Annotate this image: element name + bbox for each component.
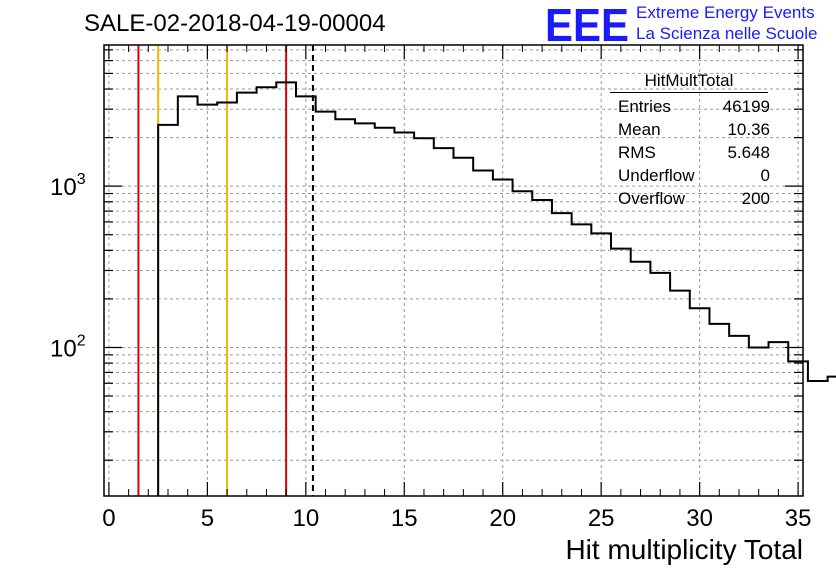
x-tick-label: 0: [102, 505, 115, 532]
eee-logo: EEE: [545, 4, 629, 44]
histogram-bin: [631, 262, 651, 496]
stats-label: Underflow: [618, 166, 695, 185]
histogram-outline: [157, 81, 836, 496]
stats-value: 0: [760, 166, 770, 185]
stats-row-rms: RMS 5.648: [610, 141, 778, 164]
histogram-bin: [729, 336, 749, 496]
stats-label: Entries: [618, 97, 671, 116]
histogram-bin: [552, 213, 572, 496]
x-tick-label: 15: [391, 505, 418, 532]
histogram-bin: [296, 96, 316, 496]
grid-lines: [104, 45, 803, 496]
histogram-bin: [709, 324, 729, 496]
histogram-bin: [355, 123, 375, 496]
histogram-bin: [434, 148, 454, 496]
stats-value: 5.648: [727, 143, 770, 162]
x-tick-label: 20: [489, 505, 516, 532]
histogram-series: [157, 81, 836, 496]
stats-row-mean: Mean 10.36: [610, 118, 778, 141]
x-tick-label: 10: [292, 505, 319, 532]
histogram-bin: [749, 347, 769, 496]
histogram-bin: [335, 119, 355, 496]
logo-line-1: Extreme Energy Events: [636, 3, 815, 22]
logo-line-2: La Scienza nelle Scuole: [636, 24, 818, 43]
stats-label: Overflow: [618, 189, 686, 208]
histogram-bin: [158, 125, 178, 496]
x-tick-label: 35: [785, 505, 812, 532]
histogram-bin: [513, 191, 533, 496]
histogram-bin: [670, 291, 690, 496]
histogram-bin: [493, 179, 513, 496]
histogram-bin: [769, 342, 789, 496]
histogram-bin: [217, 103, 237, 496]
y-tick-label: 103: [50, 171, 86, 201]
histogram-bin: [788, 361, 808, 496]
tick-labels: 0 5 10 15 20 25 30 35 102 103: [50, 171, 811, 532]
histogram-bin: [394, 133, 414, 496]
histogram-bin: [276, 82, 296, 496]
x-tick-label: 25: [588, 505, 615, 532]
histogram-bin: [532, 200, 552, 496]
histogram-bin: [611, 249, 631, 496]
histogram-bin: [375, 128, 395, 496]
x-axis-label: Hit multiplicity Total: [565, 534, 803, 565]
histogram-bin: [808, 381, 828, 496]
stats-value: 200: [741, 189, 770, 208]
stats-value: 10.36: [727, 120, 770, 139]
histogram-bin: [473, 171, 493, 496]
histogram-bin: [414, 138, 434, 496]
x-tick-label: 5: [201, 505, 214, 532]
histogram-bin: [198, 105, 218, 496]
histogram-bin: [237, 93, 257, 496]
histogram-bin: [316, 112, 336, 496]
stats-label: Mean: [618, 120, 661, 139]
histogram-bin: [591, 233, 611, 496]
stats-value: 46199: [722, 97, 770, 116]
y-tick-label: 102: [50, 332, 86, 362]
histogram-bin: [572, 224, 592, 496]
stats-label: RMS: [618, 143, 656, 162]
stats-box: HitMultTotal Entries 46199 Mean 10.36 RM…: [610, 70, 778, 210]
histogram-bin: [178, 96, 198, 496]
x-tick-label: 30: [686, 505, 713, 532]
stats-row-entries: Entries 46199: [610, 95, 778, 118]
stats-row-underflow: Underflow 0: [610, 164, 778, 187]
axis-ticks: [104, 45, 803, 496]
histogram-bin: [650, 273, 670, 496]
logo-letters: EEE: [545, 4, 629, 44]
marker-lines: [137, 45, 314, 496]
stats-title: HitMultTotal: [610, 70, 768, 93]
histogram-bin: [690, 308, 710, 496]
histogram-bin: [828, 377, 836, 496]
histogram-bin: [454, 158, 474, 496]
histogram-bin: [257, 87, 277, 496]
chart-title: SALE-02-2018-04-19-00004: [84, 10, 386, 37]
stats-row-overflow: Overflow 200: [610, 187, 778, 210]
